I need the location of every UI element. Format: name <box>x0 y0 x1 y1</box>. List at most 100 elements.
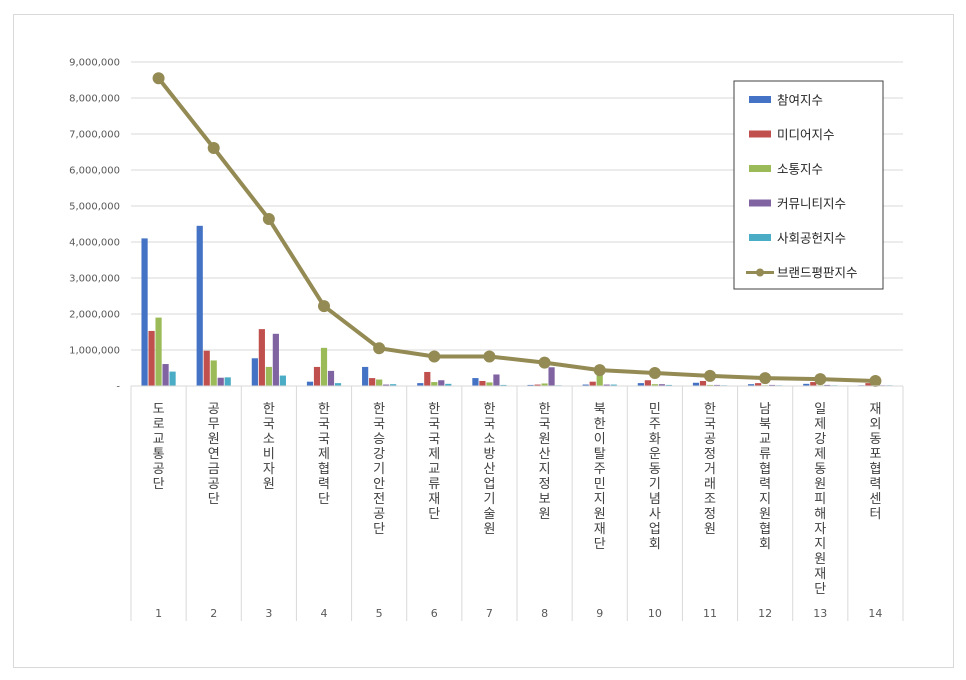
bar <box>148 330 155 386</box>
chart-svg: - 1,000,000 2,000,000 3,000,000 4,000,000 5,0… <box>69 58 904 621</box>
bar <box>486 382 493 386</box>
bar <box>265 366 272 386</box>
x-rank-label: 13 <box>813 607 827 620</box>
bar <box>713 384 721 386</box>
bar <box>755 383 762 386</box>
y-tick-label: 1,000,000 <box>69 346 120 357</box>
bar <box>376 379 383 386</box>
y-tick-label: 8,000,000 <box>69 94 120 105</box>
bar <box>306 381 314 386</box>
bar <box>196 225 203 386</box>
bar <box>472 378 479 386</box>
x-rank-label: 1 <box>155 607 162 620</box>
bar <box>313 366 321 386</box>
x-rank-label: 7 <box>486 607 493 620</box>
bar <box>865 383 872 386</box>
bar <box>748 384 755 386</box>
bar <box>692 382 700 386</box>
bar <box>362 366 369 386</box>
bar <box>162 364 169 386</box>
legend-swatch <box>749 199 771 207</box>
bar <box>637 383 644 386</box>
line-point <box>318 300 330 313</box>
bar <box>699 380 707 386</box>
bar <box>596 372 603 386</box>
bar <box>258 329 265 386</box>
bar <box>589 381 596 386</box>
bar <box>390 384 397 386</box>
bar <box>327 370 335 386</box>
line-layer <box>152 72 882 387</box>
bar <box>706 384 714 386</box>
bar <box>582 384 589 386</box>
bar <box>527 384 534 386</box>
line-point <box>704 369 716 382</box>
legend-line-marker <box>756 268 764 277</box>
line-series-brand <box>157 76 876 383</box>
x-rank-label: 6 <box>431 607 438 620</box>
bar <box>417 383 424 386</box>
line-point <box>262 212 275 225</box>
bar <box>810 382 817 386</box>
bar <box>651 384 658 386</box>
x-rank-label: 5 <box>376 607 383 620</box>
bar <box>272 333 279 386</box>
line-point <box>373 342 386 355</box>
y-tick-label: 3,000,000 <box>69 274 120 285</box>
bar <box>169 371 176 386</box>
bar <box>610 384 617 386</box>
legend-box <box>733 80 884 290</box>
y-tick-label: 5,000,000 <box>69 202 120 213</box>
axis-layer: - 1,000,000 2,000,000 3,000,000 4,000,000 5,0… <box>69 58 904 621</box>
legend-label: 참여지수 <box>777 93 823 108</box>
legend-swatch <box>749 234 771 241</box>
y-tick-label: 9,000,000 <box>69 58 120 69</box>
x-rank-label: 9 <box>596 607 603 620</box>
line-point <box>428 350 441 363</box>
bar <box>279 375 286 386</box>
line-point <box>152 72 165 85</box>
bar <box>424 371 431 386</box>
bar <box>541 383 548 386</box>
y-tick-label: 4,000,000 <box>69 238 120 249</box>
y-tick-label: 6,000,000 <box>69 166 120 177</box>
line-point <box>483 350 496 363</box>
bar <box>603 384 610 386</box>
legend-swatch <box>749 130 771 138</box>
bar <box>445 383 452 386</box>
x-rank-label: 10 <box>648 607 662 620</box>
bar <box>658 384 665 386</box>
bar <box>665 384 672 386</box>
bar <box>383 384 390 386</box>
x-rank-label: 2 <box>210 607 217 620</box>
x-rank-label: 14 <box>868 607 882 620</box>
x-rank-label: 4 <box>321 607 328 620</box>
legend-swatch <box>749 96 771 103</box>
bar <box>479 380 486 386</box>
legend-label: 브랜드평판지수 <box>777 265 858 280</box>
bar <box>500 384 507 386</box>
bar <box>251 358 258 386</box>
line-point <box>814 373 827 386</box>
bar <box>548 367 555 386</box>
legend-label: 소통지수 <box>777 162 823 177</box>
bar <box>141 238 148 386</box>
bar <box>217 377 224 386</box>
bar <box>320 347 328 386</box>
line-point <box>207 142 220 155</box>
bar <box>210 360 217 386</box>
bar <box>534 384 541 386</box>
bar <box>224 377 231 386</box>
bar <box>824 384 831 386</box>
bar <box>493 374 500 386</box>
x-rank-label: 3 <box>265 607 272 620</box>
